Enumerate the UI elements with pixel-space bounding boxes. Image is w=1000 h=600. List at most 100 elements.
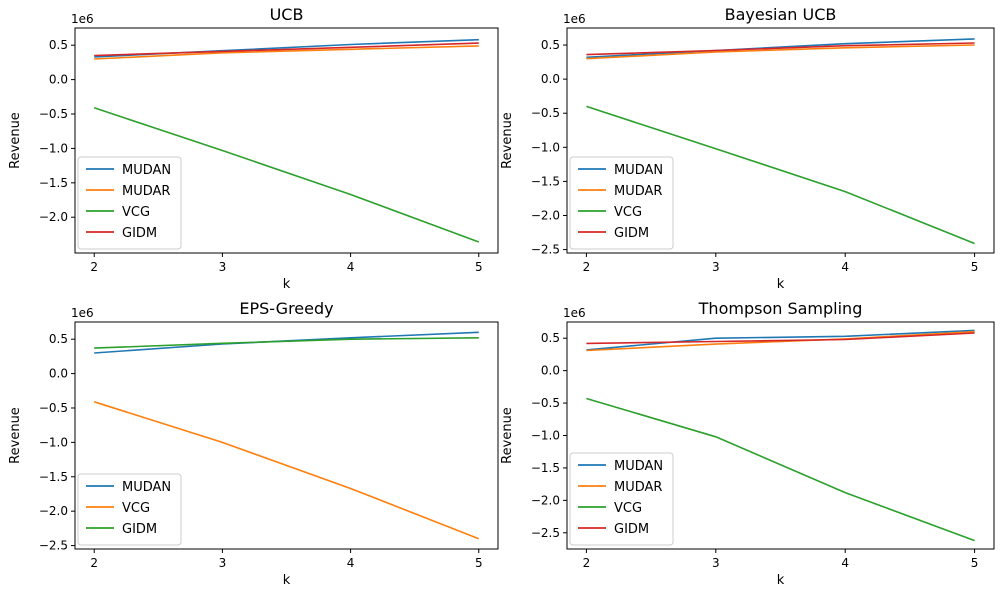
chart-title: EPS-Greedy — [239, 299, 333, 318]
x-tick-label: 2 — [90, 556, 98, 570]
legend-label: MUDAN — [122, 163, 171, 178]
x-axis-label: k — [777, 277, 785, 292]
legend-box — [77, 156, 182, 250]
x-tick-label: 5 — [971, 556, 979, 570]
legend-label: VCG — [122, 501, 150, 516]
series-line-gidm — [94, 42, 479, 57]
legend: MUDAN MUDAR VCG GIDM — [569, 452, 674, 546]
y-tick-label: −2.5 — [531, 243, 560, 257]
legend-label: MUDAN — [122, 480, 171, 495]
legend-label: VCG — [122, 205, 150, 220]
series-line-vcg — [93, 107, 480, 243]
x-tick-label: 3 — [712, 260, 720, 274]
legend-label: GIDM — [122, 522, 157, 537]
x-tick-label: 4 — [347, 260, 355, 274]
legend-label: GIDM — [614, 522, 649, 537]
legend-label: MUDAN — [614, 163, 663, 178]
y-axis-label: Revenue — [8, 112, 23, 169]
series-line-vcg — [93, 401, 480, 540]
y-tick-label: −0.5 — [39, 107, 68, 121]
x-tick-label: 5 — [971, 260, 979, 274]
x-tick-label: 2 — [90, 260, 98, 274]
series-line-gidm — [586, 332, 975, 345]
x-tick-label: 3 — [219, 556, 227, 570]
series-line-mudan — [94, 331, 479, 354]
y-tick-label: −1.5 — [531, 461, 560, 475]
y-axis-label: Revenue — [500, 112, 515, 169]
y-tick-label: 0.0 — [541, 364, 560, 378]
x-axis-label: k — [777, 573, 785, 588]
axes-frame — [74, 27, 499, 254]
x-tick-label: 3 — [712, 556, 720, 570]
legend-label: GIDM — [614, 226, 649, 241]
y-tick-label: −2.0 — [531, 493, 560, 507]
axes-frame — [74, 321, 499, 550]
x-axis-label: k — [283, 277, 291, 292]
chart-title: Bayesian UCB — [725, 5, 837, 24]
legend-box — [569, 156, 674, 250]
x-tick-label: 4 — [841, 556, 849, 570]
y-tick-label: −1.0 — [39, 141, 68, 155]
legend: MUDAN MUDAR VCG GIDM — [77, 156, 182, 250]
y-offset-label: 1e6 — [71, 12, 94, 26]
x-tick-label: 5 — [475, 260, 483, 274]
y-tick-label: −1.5 — [39, 176, 68, 190]
legend: MUDAN VCG GIDM — [77, 473, 182, 546]
legend-label: VCG — [614, 205, 642, 220]
y-tick-label: −1.5 — [531, 174, 560, 188]
chart-title: Thompson Sampling — [698, 299, 863, 318]
chart-title: UCB — [270, 5, 304, 24]
y-tick-label: −2.0 — [39, 210, 68, 224]
y-tick-label: −1.0 — [39, 435, 68, 449]
axes-frame — [566, 27, 995, 254]
chart-panel-4: Thompson Sampling 2 3 4 5 −2.5 −2.0 −1.5 −1.0 −0.… — [500, 299, 995, 588]
legend-label: MUDAN — [614, 459, 663, 474]
series-line-gidm — [586, 42, 975, 56]
y-offset-label: 1e6 — [563, 12, 586, 26]
series-line-mudar — [586, 44, 975, 60]
series-line-vcg — [586, 397, 975, 542]
series-line-vcg — [586, 105, 975, 245]
y-tick-label: 0.0 — [541, 72, 560, 86]
legend-label: MUDAR — [122, 184, 170, 199]
legend-label: VCG — [614, 501, 642, 516]
y-offset-label: 1e6 — [563, 306, 586, 320]
series-line-mudan — [586, 329, 975, 351]
y-tick-label: 0.5 — [49, 332, 68, 346]
y-tick-label: 0.0 — [49, 367, 68, 381]
legend: MUDAN MUDAR VCG GIDM — [569, 156, 674, 250]
x-tick-label: 2 — [583, 260, 591, 274]
series-line-gidm — [94, 337, 479, 349]
legend-label: MUDAR — [614, 480, 662, 495]
y-tick-label: −0.5 — [39, 401, 68, 415]
chart-panel-2: Bayesian UCB 2 3 4 5 −2.5 −2.0 −1.5 −1.0 −0.5 0.0 0… — [500, 5, 995, 292]
y-tick-label: 0.0 — [49, 73, 68, 87]
y-tick-label: −2.5 — [39, 539, 68, 553]
series-line-mudar — [94, 45, 479, 60]
legend-box — [569, 452, 674, 546]
y-axis-label: Revenue — [8, 407, 23, 464]
x-axis-label: k — [283, 573, 291, 588]
x-tick-label: 3 — [219, 260, 227, 274]
y-tick-label: −1.5 — [39, 470, 68, 484]
y-tick-label: −0.5 — [531, 106, 560, 120]
x-tick-label: 2 — [583, 556, 591, 570]
y-tick-label: 0.5 — [541, 331, 560, 345]
legend-label: GIDM — [122, 226, 157, 241]
x-tick-label: 4 — [841, 260, 849, 274]
y-tick-label: −2.0 — [39, 504, 68, 518]
series-line-mudar — [586, 330, 975, 352]
y-offset-label: 1e6 — [71, 306, 94, 320]
y-tick-label: −2.0 — [531, 209, 560, 223]
chart-panel-3: EPS-Greedy 2 3 4 5 −2.5 −2.0 −1.5 −1.0 −0.5 0.0 0.5… — [8, 299, 499, 588]
y-tick-label: −1.0 — [531, 429, 560, 443]
series-line-mudan — [586, 38, 975, 59]
x-tick-label: 5 — [475, 556, 483, 570]
x-tick-label: 4 — [347, 556, 355, 570]
y-tick-label: −0.5 — [531, 396, 560, 410]
y-tick-label: 0.5 — [541, 38, 560, 52]
y-tick-label: −1.0 — [531, 140, 560, 154]
y-tick-label: 0.5 — [49, 38, 68, 52]
legend-label: MUDAR — [614, 184, 662, 199]
